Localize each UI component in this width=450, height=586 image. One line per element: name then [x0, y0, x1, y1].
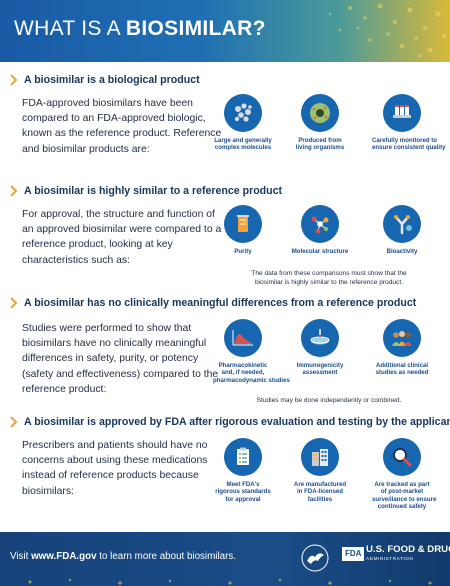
chevron-right-icon: [10, 416, 18, 428]
section-title: A biosimilar is highly similar to a refe…: [10, 183, 282, 199]
feature-living-organisms: Produced from living organisms: [290, 94, 350, 152]
header-banner: WHAT IS A BIOSIMILAR?: [0, 0, 450, 62]
chevron-right-icon: [10, 185, 18, 197]
fda-agency-name: U.S. FOOD & DRUG: [366, 544, 450, 555]
chevron-right-icon: [10, 297, 18, 309]
molecular-structure-icon: [311, 216, 329, 234]
vials-icon: [393, 105, 411, 118]
section-note: Studies may be done independently or com…: [256, 397, 402, 404]
feature-purity: Purity: [213, 205, 273, 255]
cell-icon: [310, 103, 330, 123]
section-body: Prescribers and patients should have no …: [22, 440, 208, 497]
section-body: For approval, the structure and function…: [22, 209, 222, 266]
clipboard-icon: [237, 447, 249, 465]
feature-large-molecules: Large and generally complex molecules: [213, 94, 273, 152]
magnifier-icon: [393, 448, 412, 467]
section-title: A biosimilar is a biological product: [10, 72, 200, 88]
footer: Visit www.FDA.gov to learn more about bi…: [0, 532, 450, 586]
feature-immunogenicity: Immunogenicity assessment: [290, 319, 350, 377]
feature-clinical-studies: Additional clinical studies as needed: [372, 319, 432, 377]
fda-logo-badge: FDA: [342, 547, 365, 561]
beaker-icon: [237, 215, 249, 232]
feature-molecular-structure: Molecular structure: [290, 205, 350, 255]
footer-dot-pattern-decoration: [28, 578, 432, 585]
section-note: The data from these comparisons must sho…: [251, 270, 407, 286]
footer-visit-text: Visit www.FDA.gov to learn more about bi…: [10, 551, 236, 562]
section-title: A biosimilar is approved by FDA after ri…: [10, 414, 450, 430]
chevron-right-icon: [10, 74, 18, 86]
feature-post-market-surveillance: Are tracked as part of post-market surveil…: [372, 438, 436, 511]
antibody-icon: [394, 215, 412, 235]
fda-website-link[interactable]: www.FDA.gov: [31, 551, 97, 562]
feature-quality-monitoring: Carefully monitored to ensure consistent …: [372, 94, 445, 152]
section-body: FDA-approved biosimilars have been compa…: [22, 98, 222, 155]
hhs-eagle-logo-icon: [301, 544, 329, 572]
feature-bioactivity: Bioactivity: [372, 205, 432, 255]
section-body: Studies were performed to show that bios…: [22, 323, 219, 395]
section-title: A biosimilar has no clinically meaningfu…: [10, 295, 416, 311]
feature-licensed-facilities: Are manufactured in FDA-licensed facilitie…: [290, 438, 350, 503]
feature-rigorous-standards: Meet FDA's rigorous standards for approval: [213, 438, 273, 503]
fda-agency-subname: ADMINISTRATION: [366, 556, 414, 561]
page-title: WHAT IS A BIOSIMILAR?: [14, 17, 266, 40]
people-icon: [392, 331, 412, 346]
dot-pattern-decoration: [328, 3, 446, 58]
pk-curve-icon: [232, 330, 253, 346]
molecule-icon: [234, 103, 252, 122]
petri-dish-icon: [310, 329, 330, 345]
feature-pk-pd-studies: Pharmacokinetic and, if needed, pharmacody…: [213, 319, 290, 384]
factory-icon: [312, 449, 328, 466]
